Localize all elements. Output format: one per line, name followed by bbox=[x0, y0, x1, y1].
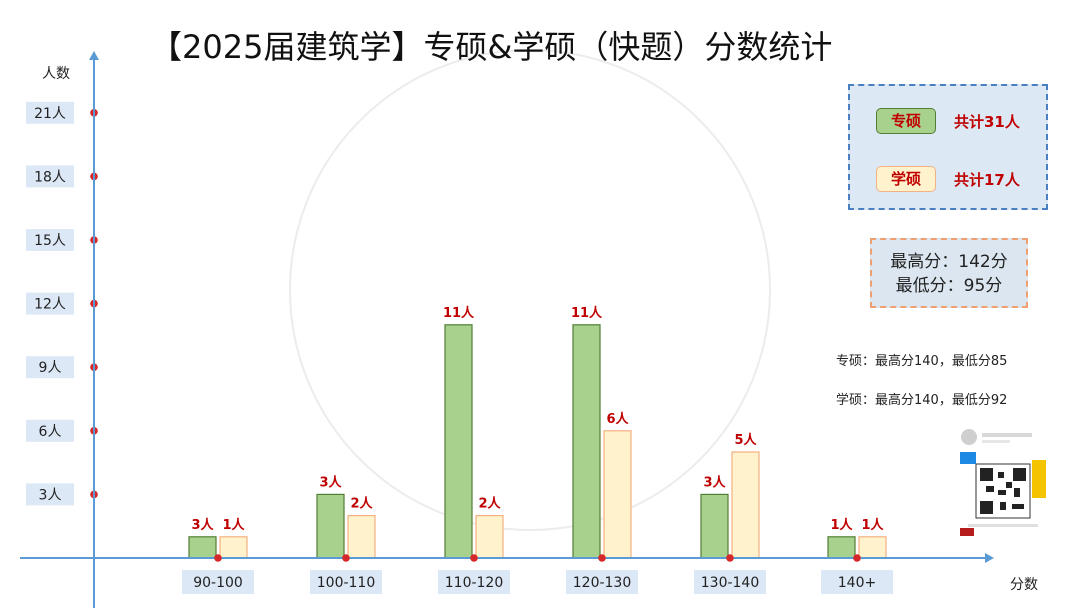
data-label: 3人 bbox=[319, 474, 342, 490]
bar-xueshuo bbox=[731, 451, 760, 559]
qr-code-image bbox=[960, 429, 1046, 536]
bar-zhuanshuo bbox=[700, 493, 729, 559]
y-tick-box bbox=[26, 419, 74, 442]
x-tick-dot bbox=[598, 554, 606, 562]
data-label: 1人 bbox=[222, 517, 245, 533]
page-title: 【2025届建筑学】专硕&学硕（快题）分数统计 bbox=[150, 28, 833, 66]
legend-swatch-zhuanshuo: 专硕 bbox=[876, 108, 936, 134]
data-label: 2人 bbox=[350, 496, 373, 512]
note-zhuanshuo: 专硕：最高分140，最低分85 bbox=[836, 354, 1008, 369]
bar-zhuanshuo bbox=[188, 536, 217, 559]
y-axis-title: 人数 bbox=[42, 66, 70, 82]
x-axis-title: 分数 bbox=[1010, 577, 1038, 593]
watermark-circle bbox=[289, 49, 771, 531]
y-tick-box bbox=[26, 356, 74, 379]
data-label: 1人 bbox=[861, 517, 884, 533]
bar-zhuanshuo bbox=[572, 324, 601, 559]
y-tick-label: 6人 bbox=[39, 424, 62, 440]
data-label: 11人 bbox=[443, 305, 475, 321]
x-tick-box bbox=[438, 570, 510, 594]
y-tick-box bbox=[26, 292, 74, 315]
legend-swatch-xueshuo: 学硕 bbox=[876, 166, 936, 192]
x-tick-label: 120-130 bbox=[573, 575, 632, 591]
x-tick-dot bbox=[853, 554, 861, 562]
legend-total-zhuanshuo: 共计31人 bbox=[954, 113, 1020, 131]
data-label: 3人 bbox=[703, 474, 726, 490]
x-tick-box bbox=[182, 570, 254, 594]
y-tick-label: 18人 bbox=[34, 169, 66, 185]
y-axis-arrow bbox=[89, 51, 99, 60]
data-label: 2人 bbox=[478, 496, 501, 512]
y-tick-box bbox=[26, 101, 74, 124]
legend: 专硕 共计31人 学硕 共计17人 bbox=[848, 84, 1048, 210]
bar-xueshuo bbox=[347, 514, 376, 559]
x-axis-arrow bbox=[985, 553, 994, 563]
x-tick-label: 140+ bbox=[838, 575, 876, 591]
x-tick-label: 90-100 bbox=[193, 575, 243, 591]
x-tick-dot bbox=[726, 554, 734, 562]
x-tick-label: 110-120 bbox=[445, 575, 504, 591]
bar-zhuanshuo bbox=[316, 493, 345, 559]
y-tick-label: 21人 bbox=[34, 106, 66, 122]
qr-code-card bbox=[958, 424, 1048, 542]
x-tick-box bbox=[821, 570, 893, 594]
data-label: 6人 bbox=[606, 411, 629, 427]
bar-xueshuo bbox=[219, 536, 248, 559]
y-tick-box bbox=[26, 483, 74, 506]
bar-xueshuo bbox=[858, 536, 887, 559]
min-score: 最低分：95分 bbox=[895, 276, 1003, 296]
x-tick-dot bbox=[214, 554, 222, 562]
bar-zhuanshuo bbox=[444, 324, 473, 559]
y-tick-label: 9人 bbox=[39, 360, 62, 376]
y-tick-box bbox=[26, 165, 74, 188]
y-tick-box bbox=[26, 229, 74, 251]
bar-xueshuo bbox=[475, 514, 504, 559]
note-xueshuo: 学硕：最高分140，最低分92 bbox=[836, 393, 1008, 408]
score-summary: 最高分：142分 最低分：95分 bbox=[870, 238, 1028, 308]
bar-xueshuo bbox=[603, 430, 632, 559]
x-tick-dot bbox=[342, 554, 350, 562]
x-tick-box bbox=[566, 570, 638, 594]
x-tick-box bbox=[694, 570, 766, 594]
x-tick-dot bbox=[470, 554, 478, 562]
legend-total-xueshuo: 共计17人 bbox=[954, 171, 1020, 189]
bar-zhuanshuo bbox=[827, 536, 856, 559]
y-tick-label: 12人 bbox=[34, 297, 66, 313]
y-tick-label: 3人 bbox=[39, 487, 62, 503]
x-tick-label: 130-140 bbox=[701, 575, 760, 591]
data-label: 11人 bbox=[571, 305, 603, 321]
x-tick-label: 100-110 bbox=[317, 575, 376, 591]
x-tick-box bbox=[310, 570, 382, 594]
max-score: 最高分：142分 bbox=[890, 252, 1008, 272]
data-label: 1人 bbox=[830, 517, 853, 533]
data-label: 5人 bbox=[734, 432, 757, 448]
y-tick-label: 15人 bbox=[34, 233, 66, 249]
data-label: 3人 bbox=[191, 517, 214, 533]
